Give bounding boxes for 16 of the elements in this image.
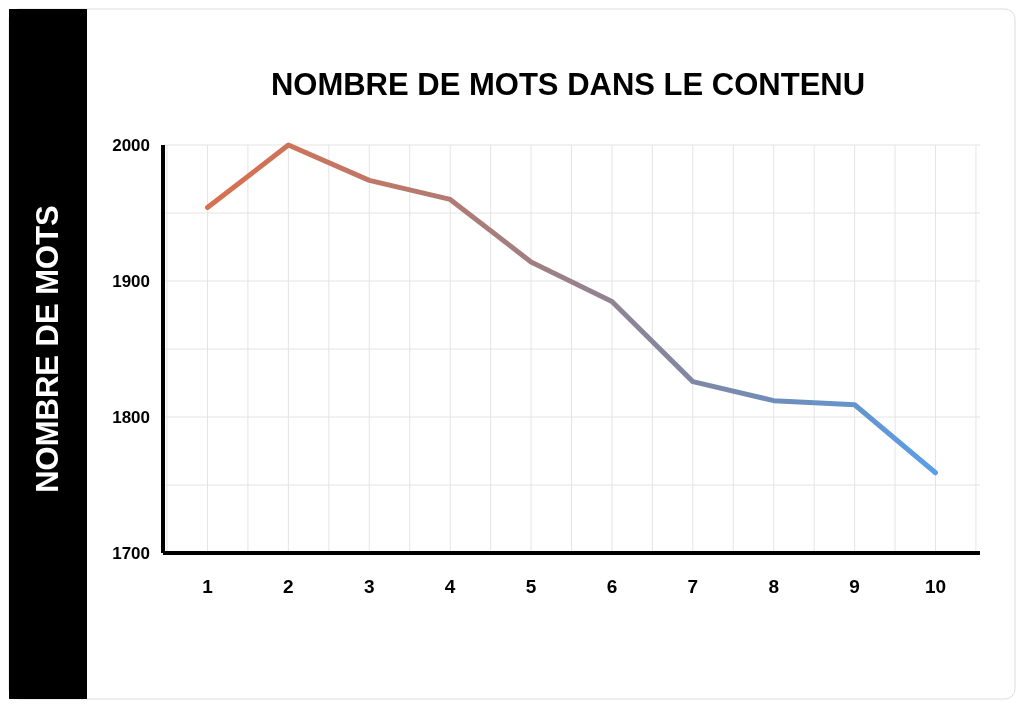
y-tick-label: 1900 xyxy=(112,271,150,291)
x-tick-label: 5 xyxy=(525,576,537,597)
x-tick-label: 1 xyxy=(202,576,214,597)
x-tick-label: 7 xyxy=(687,576,699,597)
x-tick-label: 3 xyxy=(363,576,375,597)
y-tick-label: 2000 xyxy=(112,135,150,155)
x-tick-label: 6 xyxy=(606,576,618,597)
x-tick-label: 4 xyxy=(444,576,456,597)
x-tick-label: 10 xyxy=(924,576,947,597)
y-tick-label: 1800 xyxy=(112,407,150,427)
x-tick-label: 2 xyxy=(283,576,294,597)
chart-title: NOMBRE DE MOTS DANS LE CONTENU xyxy=(270,67,866,102)
x-tick-label: 8 xyxy=(768,576,780,597)
x-tick-label: 9 xyxy=(849,576,860,597)
y-tick-label: 1700 xyxy=(112,543,150,563)
y-axis-title: NOMBRE DE MOTS xyxy=(30,205,65,493)
